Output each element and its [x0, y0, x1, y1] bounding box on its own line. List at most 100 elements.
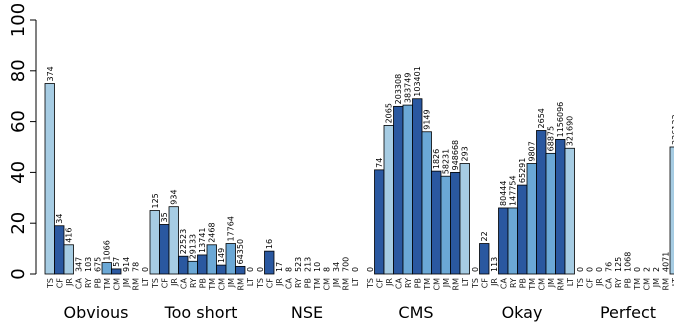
bar [63, 244, 74, 275]
bar-value-label: 2065 [385, 103, 394, 123]
bar [412, 98, 423, 275]
bar-value-label: 374 [46, 66, 55, 81]
bar [54, 225, 65, 275]
bar-value-label: 103 [84, 257, 93, 272]
bar [555, 138, 566, 275]
bar-value-label: 2654 [537, 108, 546, 128]
x-tick-label: PB [518, 278, 527, 288]
bar-value-label: 29133 [189, 234, 198, 259]
x-tick-label: PB [93, 278, 102, 288]
x-tick-label: TS [576, 278, 585, 289]
x-tick-label: TS [46, 278, 55, 289]
x-tick-label: CM [537, 278, 546, 291]
bar-value-label: 34 [55, 214, 64, 224]
bar-value-label: 9807 [528, 141, 537, 161]
bar [507, 207, 518, 275]
y-tick-label: 0 [8, 268, 29, 279]
x-tick-label: TM [528, 278, 537, 291]
bar-value-label: 17764 [227, 216, 236, 241]
bar-value-label: 1066 [103, 240, 112, 260]
x-tick-label: LT [246, 278, 255, 286]
bar-value-label: 321690 [566, 116, 575, 147]
bar-value-label: 0 [246, 267, 255, 272]
bar-value-label: 57 [112, 257, 121, 267]
x-tick-label: TS [471, 278, 480, 289]
bar-value-label: 934 [170, 189, 179, 204]
x-tick-label: PB [413, 278, 422, 288]
bar-value-label: 8 [322, 267, 331, 272]
x-tick-label: CA [499, 277, 508, 289]
bar-value-label: 2 [652, 267, 661, 272]
bar-value-label: 22523 [179, 229, 188, 254]
bar-value-label: 0 [366, 267, 375, 272]
group-label: NSE [291, 303, 323, 322]
bar-value-label: 700 [341, 257, 350, 272]
x-tick-label: RY [614, 278, 623, 288]
bar [536, 130, 547, 275]
x-tick-label: PB [623, 278, 632, 288]
bar [402, 104, 413, 275]
x-tick-label: JM [652, 278, 661, 288]
bar-value-label: 113 [490, 257, 499, 272]
bar-value-label: 125 [151, 193, 160, 208]
y-axis: 0 20 40 60 80 100 [8, 3, 37, 280]
x-tick-label: LT [141, 278, 150, 286]
x-tick-label: TM [423, 278, 432, 291]
x-tick-label: CA [394, 277, 403, 289]
x-tick-label: JR [385, 278, 394, 287]
x-tick-label: JR [65, 278, 74, 287]
x-tick-label: LT [461, 278, 470, 286]
bar-value-label: 13741 [198, 227, 207, 252]
x-tick-label: JM [227, 278, 236, 288]
bar [149, 210, 160, 275]
x-tick-label: PB [198, 278, 207, 288]
bar-value-label: 347 [74, 257, 83, 272]
bar-value-label: 293 [461, 146, 470, 161]
x-tick-label: JR [490, 278, 499, 287]
bar-value-label: 76 [604, 262, 613, 272]
bar [187, 260, 198, 275]
bar-value-label: 22 [480, 231, 489, 241]
x-tick-label: TS [366, 278, 375, 289]
bar-value-label: 1826 [432, 149, 441, 169]
bar-value-label: 203308 [394, 74, 403, 105]
x-tick-label: CF [375, 278, 384, 289]
y-tick-label: 80 [8, 59, 29, 82]
bar-value-label: 35 [160, 212, 169, 222]
bar-value-label: 1068 [623, 252, 632, 272]
x-tick-label: RY [189, 278, 198, 288]
bar-value-label: 0 [585, 267, 594, 272]
bar-value-label: 34 [332, 262, 341, 272]
bar-value-label: 1156096 [556, 102, 565, 138]
bar [440, 175, 451, 275]
x-tick-label: JR [275, 278, 284, 287]
y-tick-label: 100 [8, 3, 29, 37]
x-tick-label: RM [341, 278, 350, 291]
bar-value-label: 0 [471, 267, 480, 272]
bar-value-label: 0 [576, 267, 585, 272]
bar-value-label: 58231 [442, 149, 451, 174]
bar [431, 170, 442, 275]
bar [383, 125, 394, 275]
x-tick-label: RY [509, 278, 518, 288]
bar [669, 146, 674, 275]
x-tick-label: JR [170, 278, 179, 287]
bar-value-label: 74 [375, 158, 384, 168]
bar [374, 169, 385, 275]
bar-value-label: 213 [303, 257, 312, 272]
bar-value-label: 8 [284, 267, 293, 272]
group-label: Obvious [64, 303, 129, 322]
bar [517, 184, 528, 275]
x-tick-label: CA [604, 277, 613, 289]
x-tick-label: RM [661, 278, 670, 291]
x-tick-label: RY [294, 278, 303, 288]
bar-value-label: 125 [614, 257, 623, 272]
bar [526, 163, 537, 275]
bar-value-label: 78 [131, 262, 140, 272]
group-label: Perfect [600, 303, 656, 322]
bar-value-label: 416 [65, 228, 74, 243]
bar-value-label: 914 [122, 257, 131, 272]
x-tick-label: CM [112, 278, 121, 291]
bar-value-label: 948668 [451, 140, 460, 171]
